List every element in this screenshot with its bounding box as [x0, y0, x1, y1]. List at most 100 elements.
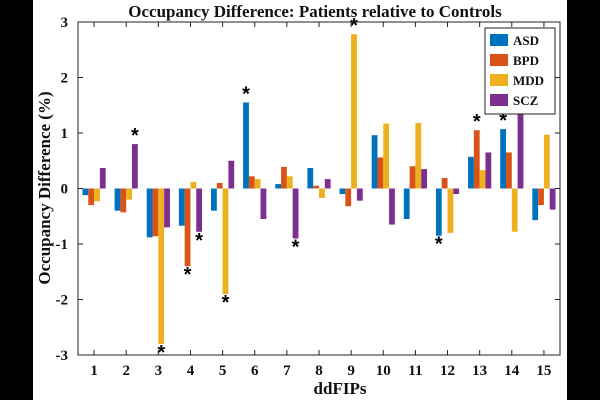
y-tick-label: 0 [61, 182, 69, 198]
significance-marker: * [473, 111, 481, 133]
significance-marker: * [131, 125, 139, 147]
x-tick-label: 14 [504, 363, 520, 379]
x-tick-label: 11 [408, 363, 422, 379]
significance-marker: * [292, 236, 300, 258]
bar-scz-8 [324, 179, 331, 189]
bar-asd-2 [114, 188, 121, 211]
bar-scz-12 [453, 188, 460, 195]
y-axis-title: Occupancy Difference (%) [35, 91, 54, 284]
significance-marker: * [242, 83, 250, 105]
bar-asd-5 [211, 188, 217, 211]
bar-scz-10 [389, 188, 395, 225]
bar-asd-7 [275, 184, 282, 189]
legend-label-bpd: BPD [513, 53, 539, 68]
bar-asd-11 [403, 188, 410, 220]
y-tick-label: -2 [56, 293, 69, 309]
bar-asd-9 [339, 188, 346, 195]
x-tick-label: 6 [251, 363, 259, 379]
bar-asd-6 [243, 102, 249, 189]
bar-asd-14 [500, 129, 506, 189]
bar-bpd-15 [538, 188, 544, 206]
legend-swatch-bpd [490, 54, 508, 66]
x-tick-label: 7 [283, 363, 291, 379]
bar-scz-4 [196, 188, 203, 232]
bar-mdd-10 [383, 123, 390, 189]
bar-bpd-7 [281, 166, 287, 189]
bar-asd-10 [371, 135, 378, 189]
bar-asd-3 [146, 188, 153, 238]
legend-label-asd: ASD [513, 33, 539, 48]
x-tick-label: 3 [155, 363, 163, 379]
bar-bpd-5 [216, 182, 223, 189]
significance-marker: * [157, 342, 165, 364]
y-tick-label: -1 [56, 237, 69, 253]
bar-asd-1 [82, 188, 89, 196]
bar-bpd-2 [120, 188, 127, 213]
bar-bpd-8 [313, 185, 319, 189]
x-tick-label: 15 [536, 363, 551, 379]
legend-label-mdd: MDD [513, 73, 544, 88]
bar-mdd-15 [543, 134, 550, 189]
significance-marker: * [195, 230, 203, 252]
bar-bpd-3 [152, 188, 159, 237]
bar-scz-7 [292, 188, 299, 239]
x-tick-label: 2 [122, 363, 130, 379]
bar-bpd-6 [248, 176, 255, 189]
x-tick-label: 1 [90, 363, 98, 379]
significance-marker: * [350, 15, 358, 37]
bar-mdd-12 [447, 188, 454, 233]
legend-swatch-asd [490, 34, 508, 46]
chart-title: Occupancy Difference: Patients relative … [128, 2, 502, 21]
y-tick-label: 2 [61, 71, 69, 87]
bar-asd-15 [532, 188, 539, 221]
legend-swatch-mdd [490, 74, 508, 86]
x-tick-label: 5 [219, 363, 227, 379]
bar-scz-2 [132, 144, 138, 189]
y-tick-label: -3 [56, 348, 69, 364]
bar-scz-1 [99, 167, 106, 189]
bar-mdd-5 [222, 188, 229, 294]
bar-mdd-13 [479, 170, 486, 189]
bar-mdd-2 [126, 188, 132, 200]
bar-scz-3 [164, 188, 170, 228]
bar-scz-15 [549, 188, 556, 210]
y-tick-label: 3 [61, 15, 69, 31]
x-tick-label: 9 [347, 363, 355, 379]
significance-marker: * [499, 110, 507, 132]
bar-mdd-11 [415, 123, 422, 189]
significance-marker: * [435, 234, 443, 256]
bar-mdd-1 [94, 188, 100, 202]
x-axis-title: ddFIPs [314, 379, 367, 398]
bar-scz-9 [356, 188, 363, 201]
bar-mdd-14 [511, 188, 518, 232]
bar-bpd-1 [88, 188, 95, 206]
x-tick-label: 8 [315, 363, 323, 379]
significance-marker: * [222, 292, 230, 314]
bar-mdd-4 [190, 181, 197, 189]
bar-bpd-10 [377, 157, 384, 189]
bar-scz-5 [228, 160, 235, 189]
bar-bpd-9 [345, 188, 352, 207]
bar-bpd-13 [473, 130, 480, 189]
bar-asd-8 [307, 167, 314, 189]
x-tick-label: 10 [376, 363, 391, 379]
bar-mdd-9 [351, 34, 357, 189]
bar-mdd-3 [158, 188, 165, 344]
bar-mdd-6 [254, 179, 261, 189]
y-tick-label: 1 [61, 126, 69, 142]
x-tick-label: 12 [440, 363, 455, 379]
bar-bpd-11 [409, 166, 416, 189]
x-tick-label: 13 [472, 363, 487, 379]
bar-scz-14 [517, 109, 524, 189]
bar-scz-13 [485, 152, 492, 189]
bar-bpd-14 [506, 152, 512, 189]
legend-swatch-scz [490, 94, 508, 106]
bar-asd-12 [435, 188, 442, 236]
bar-asd-13 [468, 156, 474, 189]
x-tick-label: 4 [187, 363, 195, 379]
bar-scz-6 [260, 188, 267, 220]
bar-bpd-4 [184, 188, 191, 267]
bar-scz-11 [421, 169, 427, 189]
